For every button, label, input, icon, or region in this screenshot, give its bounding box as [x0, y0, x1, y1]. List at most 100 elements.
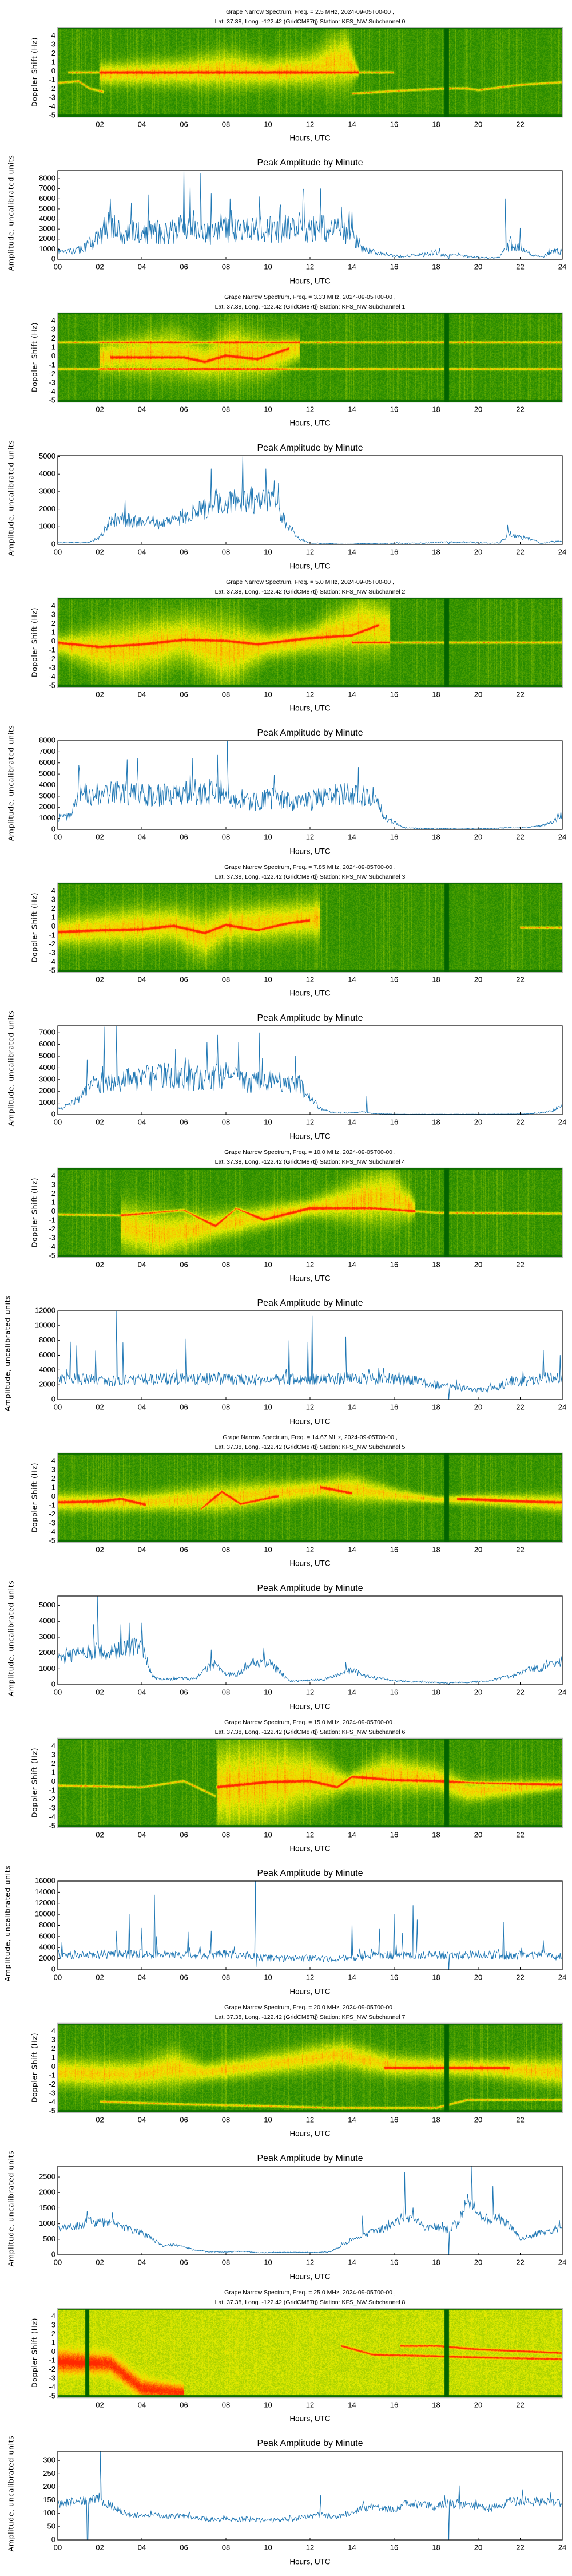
- amplitude-y-tick-label: 14000: [35, 1887, 55, 1896]
- subchannel-figure: Grape Narrow Spectrum, Freq. = 5.0 MHz, …: [7, 579, 567, 855]
- amplitude-x-tick-label: 10: [264, 2258, 272, 2266]
- amplitude-y-tick-label: 10000: [35, 1910, 55, 1918]
- amplitude-y-tick-label: 2000: [39, 1380, 55, 1389]
- doppler-y-tick-label: 2: [51, 619, 55, 627]
- subchannel-8-panel: Grape Narrow Spectrum, Freq. = 25.0 MHz,…: [0, 2281, 572, 2566]
- amplitude-x-tick-label: 16: [390, 262, 398, 271]
- subchannel-5-panel: Grape Narrow Spectrum, Freq. = 14.67 MHz…: [0, 1425, 572, 1710]
- spectrogram-x-axis-label: Hours, UTC: [289, 419, 331, 428]
- amplitude-x-tick-label: 16: [390, 1117, 398, 1126]
- spectrogram-title-line-1: Grape Narrow Spectrum, Freq. = 5.0 MHz, …: [226, 579, 394, 586]
- doppler-y-tick-label: -1: [49, 2356, 55, 2364]
- amplitude-x-tick-label: 24: [558, 262, 566, 271]
- amplitude-y-tick-label: 6000: [39, 194, 55, 203]
- doppler-y-tick-label: 2: [51, 904, 55, 912]
- doppler-y-tick-label: 2: [51, 49, 55, 57]
- amplitude-y-tick-label: 5000: [39, 204, 55, 212]
- amplitude-x-tick-label: 24: [558, 1688, 566, 1696]
- subchannel-4-panel: Grape Narrow Spectrum, Freq. = 10.0 MHz,…: [0, 1140, 572, 1425]
- amplitude-y-tick-label: 1000: [39, 1664, 55, 1673]
- amplitude-y-tick-label: 0: [51, 2535, 55, 2543]
- doppler-y-tick-label: -2: [49, 369, 55, 378]
- amplitude-x-tick-label: 20: [474, 262, 482, 271]
- amplitude-x-tick-label: 16: [390, 1973, 398, 1981]
- spectrogram-x-tick-label: 22: [516, 1545, 524, 1554]
- amplitude-x-tick-label: 18: [432, 1973, 440, 1981]
- spectrogram-x-tick-label: 14: [348, 1545, 356, 1554]
- spectrogram-x-axis-label: Hours, UTC: [289, 2129, 331, 2138]
- doppler-y-tick-label: -5: [49, 1536, 55, 1544]
- amplitude-x-tick-label: 02: [96, 1117, 104, 1126]
- amplitude-plot-area: [58, 456, 562, 544]
- doppler-y-tick-label: 3: [51, 325, 55, 333]
- amplitude-x-tick-label: 06: [180, 547, 188, 556]
- amplitude-y-axis-label: Amplitude, uncalibrated units: [7, 1581, 15, 1697]
- doppler-y-tick-label: 1: [51, 2053, 55, 2061]
- amplitude-y-tick-label: 12000: [35, 1306, 55, 1314]
- doppler-y-tick-label: -3: [49, 663, 55, 671]
- doppler-y-tick-label: -5: [49, 681, 55, 689]
- amplitude-x-tick-label: 10: [264, 262, 272, 271]
- amplitude-x-tick-label: 12: [306, 1973, 314, 1981]
- amplitude-x-tick-label: 16: [390, 832, 398, 841]
- doppler-y-tick-label: 0: [51, 1777, 55, 1785]
- amplitude-x-tick-label: 20: [474, 1402, 482, 1411]
- spectrogram-x-tick-label: 20: [474, 405, 482, 413]
- spectrogram-x-tick-label: 18: [432, 1260, 440, 1269]
- amplitude-y-tick-label: 0: [51, 824, 55, 833]
- amplitude-y-tick-label: 0: [51, 2250, 55, 2258]
- spectrogram-axes-frame: [57, 1167, 563, 1258]
- spectrogram-x-tick-label: 18: [432, 1545, 440, 1554]
- amplitude-x-tick-label: 12: [306, 2258, 314, 2266]
- amplitude-y-tick-label: 2000: [39, 2188, 55, 2196]
- amplitude-x-tick-label: 12: [306, 262, 314, 271]
- amplitude-x-tick-label: 04: [138, 547, 146, 556]
- spectrogram-x-tick-label: 10: [264, 690, 272, 698]
- spectrogram-title-line-1: Grape Narrow Spectrum, Freq. = 20.0 MHz,…: [224, 2004, 396, 2011]
- doppler-y-tick-label: 0: [51, 922, 55, 930]
- amplitude-y-tick-label: 1000: [39, 2219, 55, 2227]
- doppler-y-tick-label: -4: [49, 2383, 55, 2391]
- spectrogram-x-tick-label: 14: [348, 1260, 356, 1269]
- amplitude-x-tick-label: 22: [516, 262, 524, 271]
- amplitude-x-tick-label: 22: [516, 1973, 524, 1981]
- amplitude-x-tick-label: 14: [348, 1117, 356, 1126]
- amplitude-x-tick-label: 12: [306, 1688, 314, 1696]
- amplitude-y-tick-label: 4000: [39, 780, 55, 789]
- amplitude-x-axis-label: Hours, UTC: [289, 1132, 331, 1140]
- spectrogram-axes-frame: [57, 597, 563, 688]
- subchannel-figure: Grape Narrow Spectrum, Freq. = 20.0 MHz,…: [7, 2004, 567, 2281]
- amplitude-x-tick-label: 00: [54, 1117, 62, 1126]
- amplitude-x-tick-label: 06: [180, 832, 188, 841]
- spectrogram-x-axis-label: Hours, UTC: [289, 1844, 331, 1853]
- amplitude-x-tick-label: 18: [432, 2258, 440, 2266]
- amplitude-y-tick-label: 5000: [39, 769, 55, 778]
- amplitude-x-tick-label: 00: [54, 832, 62, 841]
- doppler-y-tick-label: 2: [51, 334, 55, 342]
- amplitude-plot-area: [58, 741, 562, 829]
- doppler-y-tick-label: -5: [49, 966, 55, 974]
- amplitude-x-tick-label: 10: [264, 547, 272, 556]
- amplitude-x-tick-label: 12: [306, 2543, 314, 2551]
- amplitude-y-tick-label: 500: [43, 2234, 55, 2243]
- doppler-y-tick-label: 3: [51, 610, 55, 618]
- amplitude-x-tick-label: 20: [474, 1117, 482, 1126]
- amplitude-y-tick-label: 3000: [39, 791, 55, 800]
- amplitude-series-line: [57, 1595, 563, 1685]
- amplitude-x-axis-label: Hours, UTC: [289, 562, 331, 570]
- amplitude-y-tick-label: 1000: [39, 522, 55, 531]
- amplitude-y-tick-label: 100: [43, 2508, 55, 2517]
- doppler-y-tick-label: -5: [49, 1821, 55, 1830]
- amplitude-series-line: [57, 2451, 563, 2541]
- spectrogram-y-axis-label: Doppler Shift (Hz): [30, 1463, 39, 1532]
- doppler-y-tick-label: -1: [49, 1500, 55, 1509]
- doppler-y-tick-label: -4: [49, 387, 55, 396]
- amplitude-x-tick-label: 16: [390, 2258, 398, 2266]
- spectrogram-x-tick-label: 12: [306, 975, 314, 983]
- amplitude-y-tick-label: 1000: [39, 1098, 55, 1107]
- spectrogram-x-tick-label: 18: [432, 120, 440, 128]
- amplitude-x-tick-label: 06: [180, 262, 188, 271]
- spectrogram-y-axis-label: Doppler Shift (Hz): [30, 607, 39, 677]
- subchannel-figure: Grape Narrow Spectrum, Freq. = 10.0 MHz,…: [3, 1149, 567, 1425]
